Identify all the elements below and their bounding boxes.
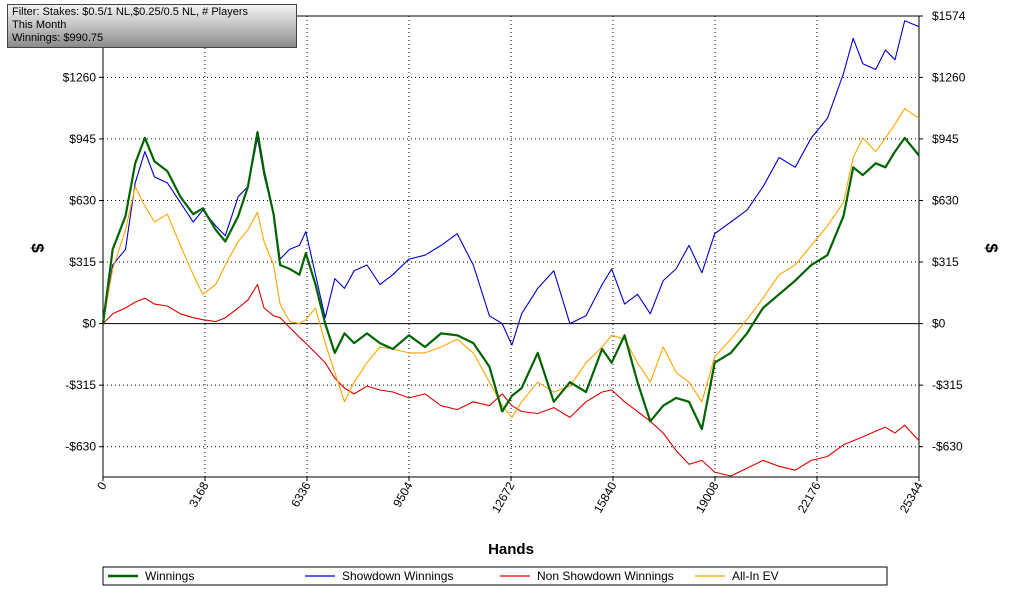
series-line-winnings — [101, 131, 920, 431]
y-tick-label: -$630 — [932, 440, 963, 454]
x-tick-label: 25344 — [897, 479, 926, 515]
y-tick-label: $315 — [932, 255, 959, 269]
y-tick-label: $1574 — [932, 9, 966, 23]
legend-box — [102, 566, 888, 586]
filter-info-box: Filter: Stakes: $0.5/1 NL,$0.25/0.5 NL, … — [7, 4, 297, 48]
x-tick-label: 9504 — [390, 479, 416, 509]
y-axis-right-ticks: $1574 $1260 $945 $630 $315 $0 -$315 -$630 — [919, 9, 966, 454]
legend-label: Non Showdown Winnings — [537, 569, 674, 583]
y-axis-label-left: $ — [28, 243, 47, 253]
y-axis-label-right: $ — [982, 243, 1001, 253]
series-line-non-showdown-winnings — [102, 283, 920, 477]
x-tick-label: 12672 — [489, 479, 518, 515]
legend-label: Winnings — [145, 569, 194, 583]
x-tick-label: 15840 — [591, 479, 620, 515]
y-tick-label: $315 — [69, 255, 96, 269]
period-line: This Month — [12, 19, 67, 31]
x-tick-label: 19008 — [693, 479, 722, 515]
x-tick-label: 3168 — [186, 479, 212, 509]
x-tick-label: 22176 — [795, 479, 824, 515]
series-line-all-in-ev — [102, 108, 920, 418]
legend: Winnings Showdown Winnings Non Showdown Wi… — [102, 566, 888, 586]
y-tick-label: $945 — [932, 132, 959, 146]
series-lines — [101, 20, 920, 477]
y-tick-label: $1260 — [932, 70, 966, 84]
winnings-summary-line: Winnings: $990.75 — [12, 32, 104, 44]
legend-label: Showdown Winnings — [342, 569, 453, 583]
series-line-showdown-winnings — [102, 20, 920, 346]
y-tick-label: -$630 — [65, 440, 96, 454]
y-tick-label: -$315 — [932, 378, 963, 392]
x-axis-label: Hands — [488, 541, 534, 558]
y-axis-left-ticks: $1574$1260$945$630$315$0-$315-$630 — [63, 9, 103, 454]
x-tick-label: 0 — [94, 479, 110, 492]
filter-line: Filter: Stakes: $0.5/1 NL,$0.25/0.5 NL, … — [12, 6, 249, 18]
x-tick-label: 6336 — [288, 479, 314, 509]
y-tick-label: $1260 — [63, 70, 97, 84]
y-tick-label: -$315 — [65, 378, 96, 392]
plot-area — [102, 15, 920, 478]
y-tick-label: $630 — [69, 193, 96, 207]
y-tick-label: $945 — [69, 132, 96, 146]
y-tick-label: $630 — [932, 193, 959, 207]
grid-lines — [103, 16, 919, 477]
y-tick-label: $0 — [932, 317, 946, 331]
x-axis-ticks: 0 3168 6336 9504 12672 15840 19008 22176 25344 — [94, 477, 926, 515]
y-tick-label: $0 — [83, 317, 97, 331]
legend-label: All-In EV — [732, 569, 779, 583]
